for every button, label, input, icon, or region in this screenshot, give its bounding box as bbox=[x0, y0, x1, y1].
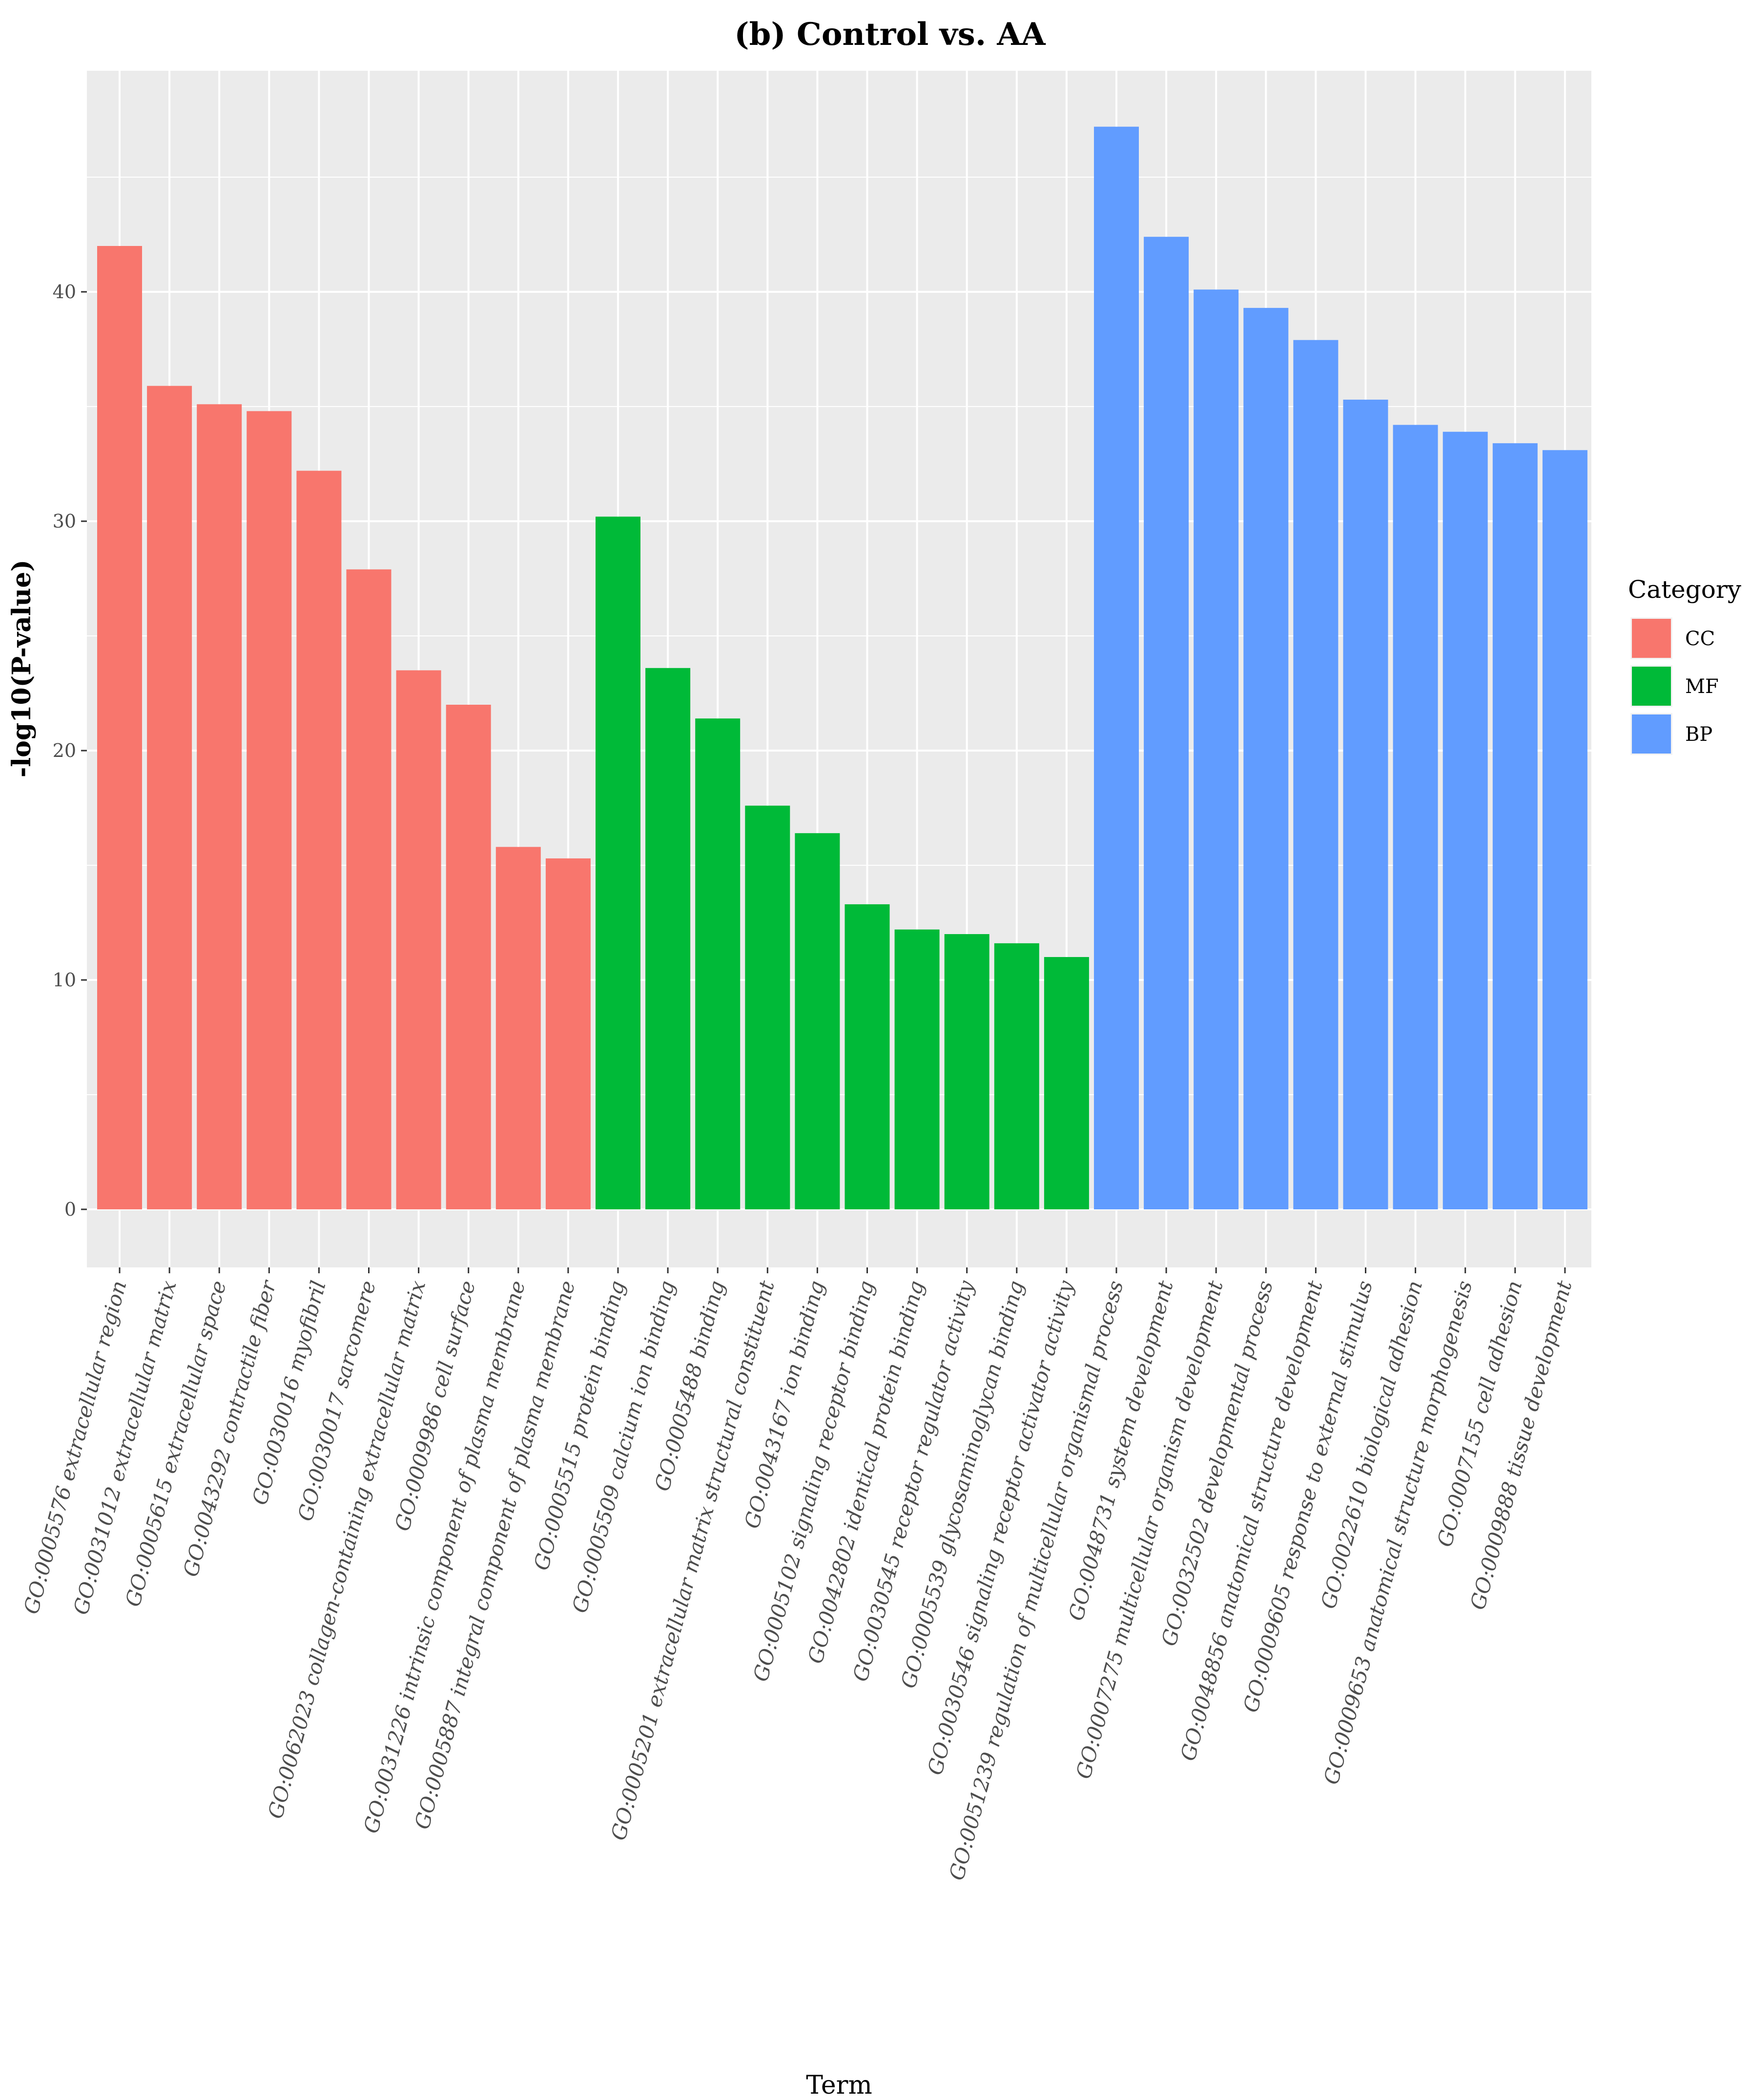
y-tick-label: 40 bbox=[53, 281, 76, 303]
legend-title: Category bbox=[1628, 575, 1742, 604]
bar-29 bbox=[1492, 443, 1538, 1210]
legend-swatch-cc bbox=[1632, 619, 1671, 658]
bar-16 bbox=[845, 904, 890, 1209]
bar-8 bbox=[446, 705, 491, 1209]
bar-24 bbox=[1243, 307, 1289, 1209]
bar-27 bbox=[1393, 425, 1438, 1209]
bar-17 bbox=[894, 929, 940, 1209]
bar-30 bbox=[1542, 450, 1587, 1209]
x-tick-label: GO:0043292 contractile fiber bbox=[179, 1277, 281, 1579]
x-axis-title: Term bbox=[806, 2071, 872, 2100]
y-tick-label: 30 bbox=[53, 510, 76, 532]
bar-7 bbox=[396, 670, 441, 1209]
bar-23 bbox=[1194, 289, 1239, 1209]
bars bbox=[97, 126, 1587, 1210]
bar-2 bbox=[147, 386, 192, 1210]
bar-1 bbox=[97, 246, 142, 1209]
bar-3 bbox=[197, 404, 242, 1209]
y-tick-label: 0 bbox=[64, 1199, 76, 1220]
bar-19 bbox=[994, 943, 1039, 1209]
bar-4 bbox=[247, 411, 292, 1209]
bar-21 bbox=[1094, 126, 1139, 1209]
y-axis-title: -log10(P-value) bbox=[7, 560, 37, 777]
bar-18 bbox=[944, 934, 989, 1209]
bar-22 bbox=[1144, 237, 1189, 1210]
legend-label-bp: BP bbox=[1685, 723, 1712, 746]
x-axis: GO:0005576 extracellular regionGO:003101… bbox=[19, 1267, 1577, 1883]
bar-6 bbox=[346, 569, 391, 1209]
x-tick-label: GO:0005515 protein binding bbox=[529, 1278, 630, 1573]
bar-13 bbox=[695, 718, 741, 1209]
legend: Category CC MF BP bbox=[1628, 575, 1742, 755]
bar-20 bbox=[1044, 957, 1089, 1209]
legend-label-cc: CC bbox=[1685, 628, 1715, 650]
y-axis: 0 10 20 30 40 bbox=[53, 281, 87, 1220]
bar-12 bbox=[645, 668, 691, 1209]
legend-swatch-mf bbox=[1632, 667, 1671, 706]
legend-label-mf: MF bbox=[1685, 675, 1719, 698]
bar-9 bbox=[495, 847, 541, 1209]
bar-14 bbox=[745, 805, 790, 1209]
legend-swatch-bp bbox=[1632, 714, 1671, 754]
chart-title: (b) Control vs. AA bbox=[734, 16, 1046, 53]
y-tick-label: 10 bbox=[53, 969, 76, 991]
bar-11 bbox=[596, 516, 640, 1209]
bar-26 bbox=[1343, 399, 1388, 1209]
bar-10 bbox=[545, 858, 591, 1209]
y-tick-label: 20 bbox=[53, 740, 76, 761]
bar-5 bbox=[296, 470, 342, 1209]
bar-15 bbox=[795, 833, 840, 1209]
bar-28 bbox=[1442, 431, 1488, 1210]
bar-25 bbox=[1293, 340, 1339, 1210]
